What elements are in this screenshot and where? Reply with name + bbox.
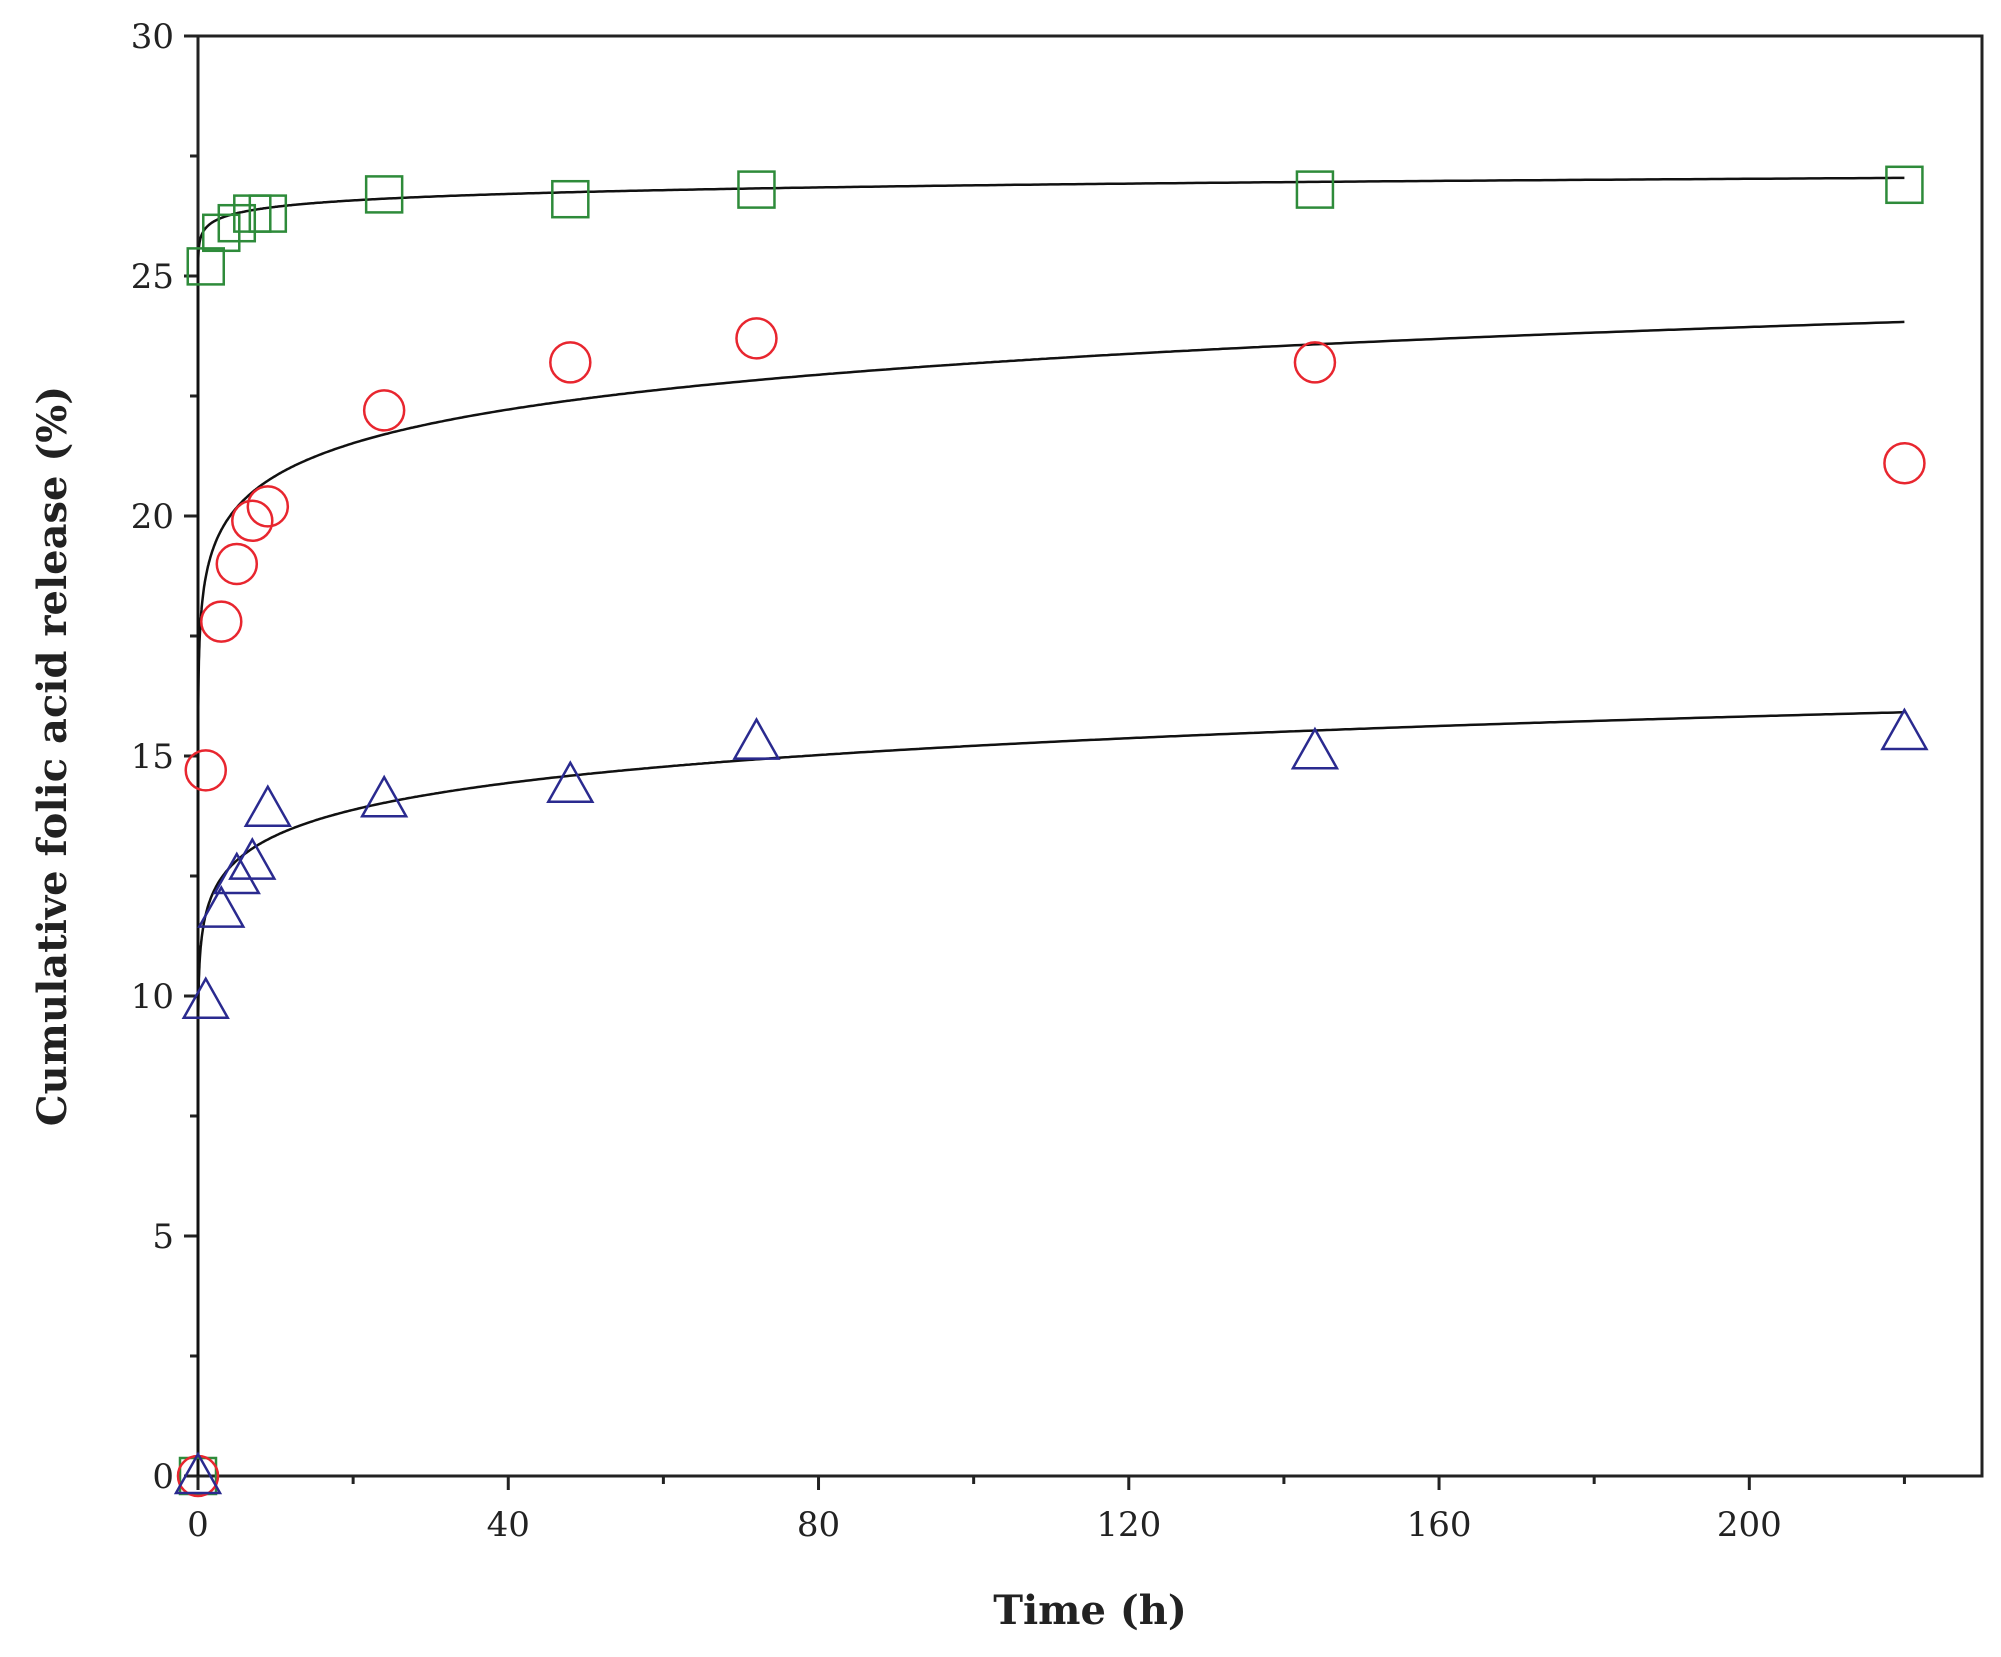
data-point-triangle: [228, 837, 277, 880]
data-point-circle: [246, 485, 290, 528]
y-tick-label: 20: [131, 497, 174, 537]
y-tick-label: 30: [131, 17, 174, 57]
data-point-square: [1885, 165, 1924, 205]
data-point-circle: [184, 749, 228, 792]
data-point-circle: [735, 317, 778, 360]
data-point-circle: [1293, 341, 1337, 384]
y-tick-label: 15: [131, 737, 174, 777]
data-point-square: [217, 203, 257, 243]
data-point-circle: [549, 341, 592, 384]
data-points: [173, 165, 1929, 1498]
data-point-triangle: [173, 1451, 223, 1495]
x-tick-label: 120: [1096, 1505, 1161, 1545]
fit-curves: [196, 176, 1905, 1476]
data-point-square: [737, 170, 776, 209]
ticks-layer: 0 40 80 120 160 200 0 5 10 15 20 25 30: [131, 17, 1906, 1545]
y-tick-label: 5: [152, 1217, 174, 1257]
data-point-triangle: [243, 784, 292, 828]
data-point-triangle: [197, 885, 246, 928]
x-axis-label: Time (h): [993, 1587, 1187, 1634]
plot-frame: [196, 34, 1984, 1478]
data-point-triangle: [1880, 707, 1929, 751]
data-point-circle: [1883, 441, 1926, 485]
data-point-square: [551, 179, 590, 219]
data-point-square: [364, 175, 404, 214]
y-tick-label: 10: [131, 977, 174, 1017]
x-tick-label: 40: [487, 1505, 530, 1545]
x-tick-label: 200: [1717, 1505, 1782, 1545]
fit-curve-triangle: [196, 711, 1905, 1476]
data-point-triangle: [360, 774, 409, 818]
x-tick-label: 0: [187, 1505, 209, 1545]
data-point-circle: [215, 542, 259, 586]
y-axis-label: Cumulative folic acid release (%): [29, 386, 76, 1127]
x-tick-label: 80: [797, 1505, 840, 1545]
fit-curve-circle: [196, 320, 1905, 1476]
data-point-circle: [200, 600, 243, 643]
data-point-triangle: [212, 851, 261, 895]
data-point-square: [1295, 170, 1335, 209]
fit-curve-square: [196, 176, 1905, 1476]
data-point-triangle: [1290, 726, 1340, 770]
x-tick-label: 160: [1407, 1505, 1472, 1545]
data-point-triangle: [732, 717, 781, 760]
data-point-triangle: [546, 760, 595, 804]
data-point-circle: [362, 389, 406, 432]
data-point-circle: [231, 499, 274, 543]
data-point-triangle: [181, 976, 230, 1020]
y-tick-label: 25: [131, 257, 174, 297]
data-point-square: [186, 247, 226, 286]
y-tick-label: 0: [152, 1457, 174, 1497]
data-point-square: [248, 194, 288, 233]
